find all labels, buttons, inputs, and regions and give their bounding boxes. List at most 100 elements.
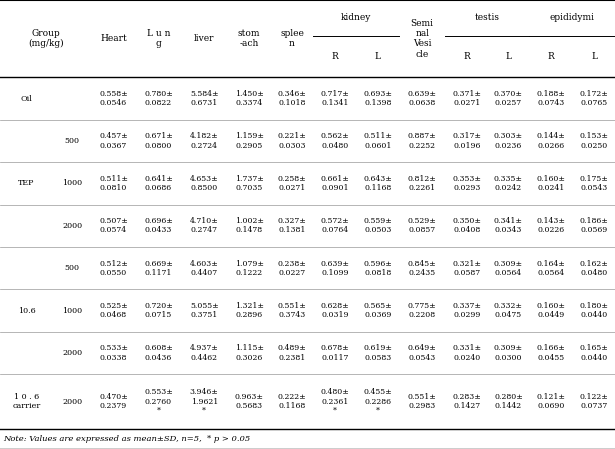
Text: 0.720±
0.0715: 0.720± 0.0715 [144, 302, 173, 319]
Text: 0.529±
0.0857: 0.529± 0.0857 [408, 217, 437, 234]
Text: 0.887±
0.2252: 0.887± 0.2252 [408, 132, 437, 150]
Text: 0.696±
0.0433: 0.696± 0.0433 [144, 217, 173, 234]
Text: 0.371±
0.0271: 0.371± 0.0271 [452, 90, 482, 107]
Text: 0.283±
0.1427: 0.283± 0.1427 [453, 393, 481, 410]
Text: 0.608±
0.0436: 0.608± 0.0436 [144, 344, 173, 361]
Text: 0.222±
0.1168: 0.222± 0.1168 [277, 393, 306, 410]
Text: 0.337±
0.0299: 0.337± 0.0299 [452, 302, 482, 319]
Text: testis: testis [475, 13, 499, 22]
Text: kidney: kidney [341, 13, 371, 22]
Text: 0.457±
0.0367: 0.457± 0.0367 [99, 132, 128, 150]
Text: 0.845±
0.2435: 0.845± 0.2435 [408, 260, 437, 277]
Text: 0.188±
0.0743: 0.188± 0.0743 [536, 90, 565, 107]
Text: 0.186±
0.0569: 0.186± 0.0569 [579, 217, 608, 234]
Text: 0.671±
0.0800: 0.671± 0.0800 [144, 132, 173, 150]
Text: L: L [506, 52, 512, 61]
Text: 2000: 2000 [62, 398, 82, 405]
Text: 0.332±
0.0475: 0.332± 0.0475 [494, 302, 523, 319]
Text: 0.470±
0.2379: 0.470± 0.2379 [99, 393, 128, 410]
Text: 0.321±
0.0587: 0.321± 0.0587 [452, 260, 482, 277]
Text: 3.946±
1.9621
*: 3.946± 1.9621 * [190, 388, 219, 415]
Text: 0.455±
0.2286
*: 0.455± 0.2286 * [363, 388, 392, 415]
Text: 1.321±
0.2896: 1.321± 0.2896 [235, 302, 264, 319]
Text: 0.489±
0.2381: 0.489± 0.2381 [277, 344, 306, 361]
Text: 0.162±
0.0480: 0.162± 0.0480 [579, 260, 608, 277]
Text: 0.669±
0.1171: 0.669± 0.1171 [144, 260, 173, 277]
Text: liver: liver [194, 34, 215, 43]
Text: 0.533±
0.0338: 0.533± 0.0338 [99, 344, 128, 361]
Text: 0.562±
0.0480: 0.562± 0.0480 [320, 132, 349, 150]
Text: 0.180±
0.0440: 0.180± 0.0440 [579, 302, 608, 319]
Text: 0.317±
0.0196: 0.317± 0.0196 [452, 132, 482, 150]
Text: 4.710±
0.2747: 4.710± 0.2747 [190, 217, 219, 234]
Text: 0.553±
0.2760
*: 0.553± 0.2760 * [144, 388, 173, 415]
Text: 0.166±
0.0455: 0.166± 0.0455 [536, 344, 565, 361]
Text: 0.238±
0.0227: 0.238± 0.0227 [277, 260, 306, 277]
Text: 2000: 2000 [62, 349, 82, 357]
Text: 0.775±
0.2208: 0.775± 0.2208 [408, 302, 437, 319]
Text: 0.175±
0.0543: 0.175± 0.0543 [579, 175, 608, 192]
Text: 0.641±
0.0686: 0.641± 0.0686 [144, 175, 173, 192]
Text: L: L [375, 52, 381, 61]
Text: splee
n: splee n [280, 29, 304, 48]
Text: Note: Values are expressed as mean±SD, n=5,  * p > 0.05: Note: Values are expressed as mean±SD, n… [3, 435, 250, 443]
Text: 0.153±
0.0250: 0.153± 0.0250 [579, 132, 608, 150]
Text: 0.512±
0.0550: 0.512± 0.0550 [99, 260, 128, 277]
Text: L u n
g: L u n g [147, 29, 170, 48]
Text: 2000: 2000 [62, 222, 82, 230]
Text: 5.055±
0.3751: 5.055± 0.3751 [190, 302, 219, 319]
Text: 0.258±
0.0271: 0.258± 0.0271 [277, 175, 306, 192]
Text: 1.079±
0.1222: 1.079± 0.1222 [235, 260, 264, 277]
Text: 1000: 1000 [62, 179, 82, 187]
Text: 0.619±
0.0583: 0.619± 0.0583 [363, 344, 392, 361]
Text: 0.353±
0.0293: 0.353± 0.0293 [452, 175, 482, 192]
Text: 0.780±
0.0822: 0.780± 0.0822 [144, 90, 173, 107]
Text: 0.144±
0.0266: 0.144± 0.0266 [536, 132, 565, 150]
Text: 5.584±
0.6731: 5.584± 0.6731 [190, 90, 218, 107]
Text: 0.507±
0.0574: 0.507± 0.0574 [99, 217, 128, 234]
Text: 1.737±
0.7035: 1.737± 0.7035 [235, 175, 264, 192]
Text: 4.653±
0.8500: 4.653± 0.8500 [190, 175, 219, 192]
Text: 10.6: 10.6 [18, 307, 36, 315]
Text: 0.303±
0.0236: 0.303± 0.0236 [494, 132, 523, 150]
Text: Semi
nal
Vesi
cle: Semi nal Vesi cle [411, 18, 434, 59]
Text: 0.639±
0.0638: 0.639± 0.0638 [408, 90, 437, 107]
Text: 0.643±
0.1168: 0.643± 0.1168 [363, 175, 392, 192]
Text: 0.370±
0.0257: 0.370± 0.0257 [494, 90, 523, 107]
Text: 0.559±
0.0503: 0.559± 0.0503 [363, 217, 392, 234]
Text: 4.937±
0.4462: 4.937± 0.4462 [190, 344, 219, 361]
Text: R: R [464, 52, 470, 61]
Text: 1 0 . 6
carrier: 1 0 . 6 carrier [12, 393, 41, 410]
Text: 0.963±
0.5683: 0.963± 0.5683 [235, 393, 264, 410]
Text: R: R [547, 52, 554, 61]
Text: TEP: TEP [18, 179, 34, 187]
Text: Heart: Heart [100, 34, 127, 43]
Text: 0.558±
0.0546: 0.558± 0.0546 [99, 90, 128, 107]
Text: 0.511±
0.0601: 0.511± 0.0601 [363, 132, 392, 150]
Text: 0.628±
0.0319: 0.628± 0.0319 [320, 302, 349, 319]
Text: Group
(mg/kg): Group (mg/kg) [28, 29, 63, 48]
Text: R: R [331, 52, 338, 61]
Text: 0.164±
0.0564: 0.164± 0.0564 [536, 260, 565, 277]
Text: 500: 500 [65, 264, 80, 272]
Text: 0.122±
0.0737: 0.122± 0.0737 [579, 393, 608, 410]
Text: 0.221±
0.0303: 0.221± 0.0303 [277, 132, 306, 150]
Text: 0.172±
0.0765: 0.172± 0.0765 [579, 90, 608, 107]
Text: L: L [591, 52, 597, 61]
Text: 1.159±
0.2905: 1.159± 0.2905 [235, 132, 264, 150]
Text: 0.165±
0.0440: 0.165± 0.0440 [579, 344, 608, 361]
Text: 0.341±
0.0343: 0.341± 0.0343 [494, 217, 523, 234]
Text: 4.182±
0.2724: 4.182± 0.2724 [190, 132, 219, 150]
Text: 0.661±
0.0901: 0.661± 0.0901 [320, 175, 349, 192]
Text: 0.678±
0.0117: 0.678± 0.0117 [320, 344, 349, 361]
Text: 0.160±
0.0241: 0.160± 0.0241 [536, 175, 565, 192]
Text: 1.002±
0.1478: 1.002± 0.1478 [235, 217, 264, 234]
Text: 0.565±
0.0369: 0.565± 0.0369 [363, 302, 392, 319]
Text: 4.603±
0.4407: 4.603± 0.4407 [190, 260, 219, 277]
Text: 0.596±
0.0818: 0.596± 0.0818 [363, 260, 392, 277]
Text: 0.551±
0.3743: 0.551± 0.3743 [277, 302, 306, 319]
Text: 0.480±
0.2361
*: 0.480± 0.2361 * [320, 388, 349, 415]
Text: 500: 500 [65, 137, 80, 145]
Text: 0.346±
0.1018: 0.346± 0.1018 [277, 90, 306, 107]
Text: 1.450±
0.3374: 1.450± 0.3374 [235, 90, 264, 107]
